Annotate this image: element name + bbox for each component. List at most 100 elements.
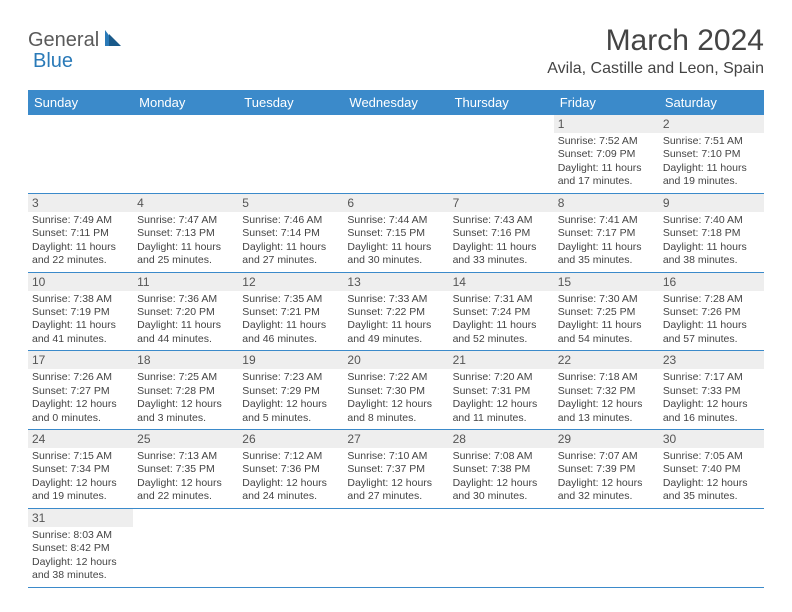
calendar-week-row: 24Sunrise: 7:15 AMSunset: 7:34 PMDayligh… [28,430,764,509]
calendar-day-cell: 16Sunrise: 7:28 AMSunset: 7:26 PMDayligh… [659,272,764,351]
calendar-day-cell: 30Sunrise: 7:05 AMSunset: 7:40 PMDayligh… [659,430,764,509]
day-number: 8 [554,194,659,212]
day-body: Sunrise: 7:31 AMSunset: 7:24 PMDaylight:… [449,291,554,351]
calendar-day-cell: 23Sunrise: 7:17 AMSunset: 7:33 PMDayligh… [659,351,764,430]
calendar-day-cell: 11Sunrise: 7:36 AMSunset: 7:20 PMDayligh… [133,272,238,351]
day-body: Sunrise: 7:20 AMSunset: 7:31 PMDaylight:… [449,369,554,429]
calendar-day-cell: 29Sunrise: 7:07 AMSunset: 7:39 PMDayligh… [554,430,659,509]
day-number: 22 [554,351,659,369]
day-number: 5 [238,194,343,212]
calendar-day-cell: 12Sunrise: 7:35 AMSunset: 7:21 PMDayligh… [238,272,343,351]
day-number: 2 [659,115,764,133]
calendar-day-cell: 22Sunrise: 7:18 AMSunset: 7:32 PMDayligh… [554,351,659,430]
day-number: 11 [133,273,238,291]
day-body: Sunrise: 7:35 AMSunset: 7:21 PMDaylight:… [238,291,343,351]
day-number: 23 [659,351,764,369]
day-body: Sunrise: 7:25 AMSunset: 7:28 PMDaylight:… [133,369,238,429]
day-body: Sunrise: 7:33 AMSunset: 7:22 PMDaylight:… [343,291,448,351]
calendar-day-cell: 1Sunrise: 7:52 AMSunset: 7:09 PMDaylight… [554,115,659,193]
location-subtitle: Avila, Castille and Leon, Spain [547,60,764,78]
calendar-day-cell: 8Sunrise: 7:41 AMSunset: 7:17 PMDaylight… [554,193,659,272]
day-body: Sunrise: 7:38 AMSunset: 7:19 PMDaylight:… [28,291,133,351]
day-body: Sunrise: 7:36 AMSunset: 7:20 PMDaylight:… [133,291,238,351]
day-number: 17 [28,351,133,369]
day-number: 3 [28,194,133,212]
day-number: 20 [343,351,448,369]
title-block: March 2024 Avila, Castille and Leon, Spa… [547,24,764,78]
weekday-header: Friday [554,90,659,115]
day-body: Sunrise: 8:03 AMSunset: 8:42 PMDaylight:… [28,527,133,587]
calendar-day-cell [659,508,764,587]
weekday-header: Sunday [28,90,133,115]
calendar-day-cell [133,115,238,193]
day-body: Sunrise: 7:44 AMSunset: 7:15 PMDaylight:… [343,212,448,272]
day-number: 13 [343,273,448,291]
day-body: Sunrise: 7:46 AMSunset: 7:14 PMDaylight:… [238,212,343,272]
calendar-day-cell: 28Sunrise: 7:08 AMSunset: 7:38 PMDayligh… [449,430,554,509]
day-body: Sunrise: 7:41 AMSunset: 7:17 PMDaylight:… [554,212,659,272]
day-body: Sunrise: 7:28 AMSunset: 7:26 PMDaylight:… [659,291,764,351]
calendar-week-row: 10Sunrise: 7:38 AMSunset: 7:19 PMDayligh… [28,272,764,351]
day-body: Sunrise: 7:26 AMSunset: 7:27 PMDaylight:… [28,369,133,429]
day-number: 27 [343,430,448,448]
day-body [133,513,238,567]
calendar-day-cell: 26Sunrise: 7:12 AMSunset: 7:36 PMDayligh… [238,430,343,509]
calendar-day-cell: 7Sunrise: 7:43 AMSunset: 7:16 PMDaylight… [449,193,554,272]
calendar-week-row: 1Sunrise: 7:52 AMSunset: 7:09 PMDaylight… [28,115,764,193]
calendar-day-cell: 27Sunrise: 7:10 AMSunset: 7:37 PMDayligh… [343,430,448,509]
day-number: 31 [28,509,133,527]
day-number: 18 [133,351,238,369]
weekday-header: Monday [133,90,238,115]
calendar-day-cell: 19Sunrise: 7:23 AMSunset: 7:29 PMDayligh… [238,351,343,430]
day-body: Sunrise: 7:07 AMSunset: 7:39 PMDaylight:… [554,448,659,508]
day-body [659,513,764,567]
day-body [343,119,448,173]
day-number: 24 [28,430,133,448]
day-number: 21 [449,351,554,369]
calendar-day-cell: 13Sunrise: 7:33 AMSunset: 7:22 PMDayligh… [343,272,448,351]
day-body: Sunrise: 7:05 AMSunset: 7:40 PMDaylight:… [659,448,764,508]
day-number: 14 [449,273,554,291]
day-body: Sunrise: 7:47 AMSunset: 7:13 PMDaylight:… [133,212,238,272]
calendar-day-cell: 3Sunrise: 7:49 AMSunset: 7:11 PMDaylight… [28,193,133,272]
calendar-day-cell [554,508,659,587]
day-number: 12 [238,273,343,291]
day-body: Sunrise: 7:22 AMSunset: 7:30 PMDaylight:… [343,369,448,429]
day-body: Sunrise: 7:10 AMSunset: 7:37 PMDaylight:… [343,448,448,508]
day-number: 9 [659,194,764,212]
weekday-header: Thursday [449,90,554,115]
month-title: March 2024 [547,24,764,58]
day-body: Sunrise: 7:23 AMSunset: 7:29 PMDaylight:… [238,369,343,429]
logo-text-general: General [28,29,99,52]
weekday-header-row: SundayMondayTuesdayWednesdayThursdayFrid… [28,90,764,115]
calendar-table: SundayMondayTuesdayWednesdayThursdayFrid… [28,90,764,588]
day-number: 19 [238,351,343,369]
calendar-day-cell: 24Sunrise: 7:15 AMSunset: 7:34 PMDayligh… [28,430,133,509]
calendar-day-cell [449,115,554,193]
calendar-day-cell: 6Sunrise: 7:44 AMSunset: 7:15 PMDaylight… [343,193,448,272]
day-number: 10 [28,273,133,291]
calendar-day-cell [449,508,554,587]
day-body: Sunrise: 7:17 AMSunset: 7:33 PMDaylight:… [659,369,764,429]
calendar-day-cell: 4Sunrise: 7:47 AMSunset: 7:13 PMDaylight… [133,193,238,272]
day-body: Sunrise: 7:13 AMSunset: 7:35 PMDaylight:… [133,448,238,508]
calendar-week-row: 31Sunrise: 8:03 AMSunset: 8:42 PMDayligh… [28,508,764,587]
calendar-day-cell: 20Sunrise: 7:22 AMSunset: 7:30 PMDayligh… [343,351,448,430]
calendar-week-row: 17Sunrise: 7:26 AMSunset: 7:27 PMDayligh… [28,351,764,430]
day-body [28,119,133,173]
day-number: 1 [554,115,659,133]
sail-icon [103,28,125,53]
calendar-day-cell [238,508,343,587]
day-number: 16 [659,273,764,291]
calendar-day-cell: 5Sunrise: 7:46 AMSunset: 7:14 PMDaylight… [238,193,343,272]
logo-text-blue: Blue [33,50,73,73]
day-number: 26 [238,430,343,448]
day-body: Sunrise: 7:18 AMSunset: 7:32 PMDaylight:… [554,369,659,429]
day-body [554,513,659,567]
day-body: Sunrise: 7:43 AMSunset: 7:16 PMDaylight:… [449,212,554,272]
calendar-day-cell: 10Sunrise: 7:38 AMSunset: 7:19 PMDayligh… [28,272,133,351]
day-body: Sunrise: 7:40 AMSunset: 7:18 PMDaylight:… [659,212,764,272]
calendar-day-cell: 14Sunrise: 7:31 AMSunset: 7:24 PMDayligh… [449,272,554,351]
day-body: Sunrise: 7:49 AMSunset: 7:11 PMDaylight:… [28,212,133,272]
day-number: 7 [449,194,554,212]
